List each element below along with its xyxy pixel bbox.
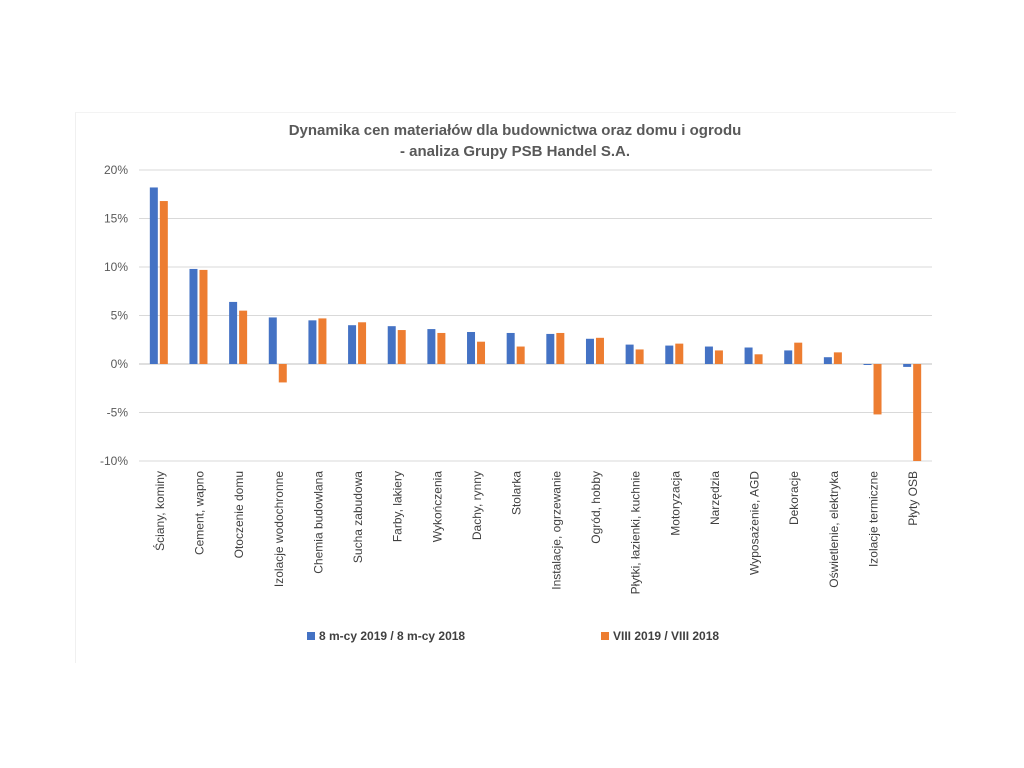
x-tick-label: Motoryzacja (668, 471, 682, 536)
bar-series-2 (873, 364, 882, 415)
bar-series-2 (397, 330, 406, 364)
legend-item-series-1: 8 m-cy 2019 / 8 m-cy 2018 (307, 629, 465, 643)
bar-series-1 (427, 329, 436, 364)
bar-series-2 (477, 341, 486, 364)
bar-series-2 (278, 364, 287, 383)
x-tick-label: Ściany, kominy (152, 471, 167, 551)
chart-area (75, 112, 956, 663)
bar-series-2 (754, 354, 763, 364)
bar-series-2 (675, 343, 684, 364)
y-tick-label: 0% (111, 357, 129, 371)
bar-series-2 (833, 352, 842, 364)
bar-series-2 (714, 350, 723, 364)
bar-series-1 (903, 364, 912, 367)
x-tick-label: Dekoracje (787, 471, 801, 525)
bar-series-1 (665, 345, 674, 364)
x-tick-label: Narzędzia (708, 471, 722, 525)
x-tick-label: Chemia budowlana (311, 471, 325, 574)
bar-series-1 (744, 347, 753, 364)
bar-series-2 (595, 337, 604, 364)
bar-series-1 (189, 268, 198, 364)
x-tick-label: Otoczenie domu (232, 471, 246, 558)
bar-series-2 (358, 322, 367, 364)
bar-series-1 (467, 331, 476, 364)
bar-series-2 (159, 201, 168, 364)
bar-series-2 (516, 346, 525, 364)
x-tick-label: Płytki, łazienki, kuchnie (629, 471, 643, 595)
x-tick-label: Stolarka (510, 471, 524, 515)
y-tick-label: 10% (104, 260, 128, 274)
y-tick-label: 15% (104, 212, 128, 226)
x-tick-label: Instalacje, ogrzewanie (549, 471, 563, 590)
bar-series-2 (239, 310, 248, 364)
bar-series-1 (625, 344, 634, 364)
bar-series-2 (913, 364, 922, 461)
x-tick-label: Farby, lakiery (391, 471, 405, 542)
legend-label-series-2: VIII 2019 / VIII 2018 (613, 629, 720, 643)
y-tick-label: 5% (111, 309, 129, 323)
bar-series-1 (784, 350, 793, 364)
x-tick-label: Płyty OSB (906, 471, 920, 526)
x-tick-label: Cement, wapno (192, 471, 206, 555)
bar-series-1 (308, 320, 317, 364)
bar-series-1 (546, 333, 555, 364)
bar-series-1 (506, 332, 515, 364)
x-tick-label: Sucha zabudowa (351, 471, 365, 563)
bar-series-2 (794, 342, 803, 364)
legend-label-series-1: 8 m-cy 2019 / 8 m-cy 2018 (319, 629, 466, 643)
x-tick-label: Izolacje wodochronne (272, 471, 286, 587)
y-tick-label: -5% (107, 406, 129, 420)
bar-series-1 (268, 317, 277, 364)
chart-title-line-1: Dynamika cen materiałów dla budownictwa … (288, 122, 742, 139)
chart-title-line-2: - analiza Grupy PSB Handel S.A. (399, 143, 631, 160)
bar-series-2 (635, 349, 644, 364)
x-tick-label: Dachy, rynny (470, 471, 484, 540)
bar-series-1 (704, 346, 713, 364)
bar-series-1 (229, 301, 238, 364)
legend-swatch-blue (307, 632, 315, 640)
bar-series-1 (863, 364, 872, 365)
bar-series-2 (556, 332, 565, 364)
x-tick-label: Oświetlenie, elektryka (827, 471, 841, 588)
bar-series-1 (149, 187, 158, 364)
bar-series-1 (387, 326, 396, 364)
bar-series-2 (437, 332, 446, 364)
y-tick-label: -10% (100, 454, 128, 468)
legend-swatch-orange (601, 632, 609, 640)
y-tick-label: 20% (104, 163, 128, 177)
legend-item-series-2: VIII 2019 / VIII 2018 (601, 629, 719, 643)
bar-series-2 (199, 269, 208, 364)
x-tick-label: Ogród, hobby (589, 471, 603, 544)
x-tick-label: Izolacje termiczne (867, 471, 881, 567)
bar-series-1 (348, 325, 357, 364)
x-tick-label: Wyposażenie, AGD (748, 471, 762, 575)
x-tick-label: Wykończenia (430, 471, 444, 543)
bar-series-2 (318, 318, 327, 364)
bar-series-1 (823, 357, 832, 364)
bar-series-1 (585, 338, 594, 364)
